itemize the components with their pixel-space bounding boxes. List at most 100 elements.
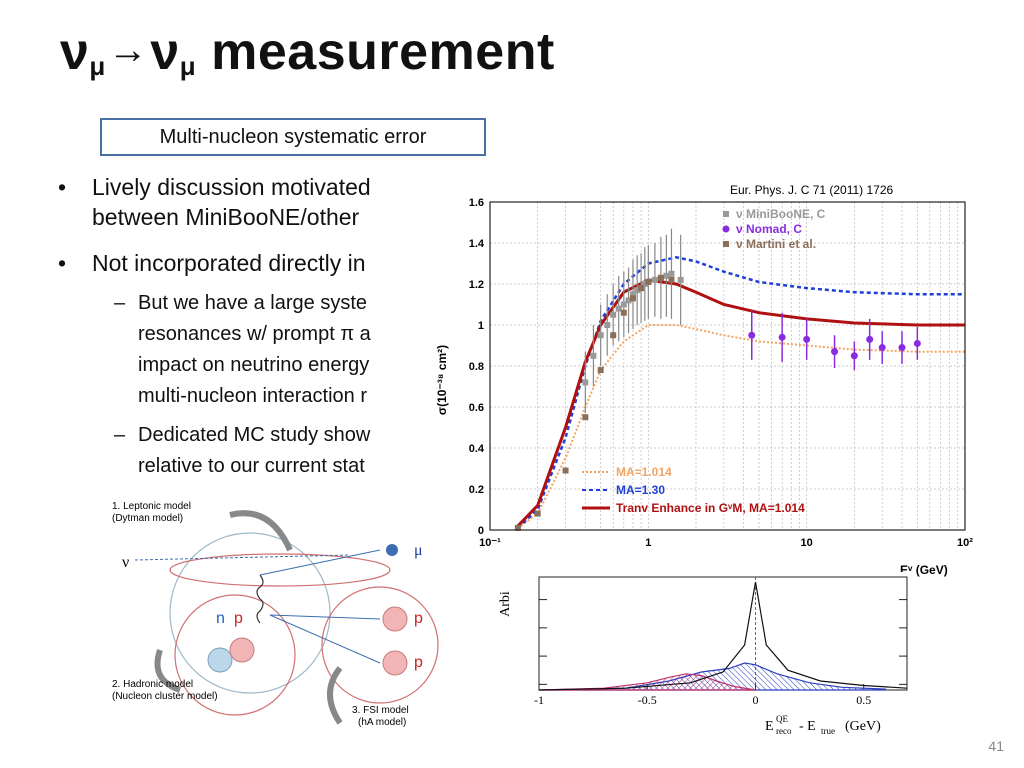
muon-marker	[386, 544, 398, 556]
legend-bottom: MA=1.014 MA=1.30 Tranv Enhance in GᵛM, MA=…	[582, 465, 805, 515]
miniboone-point	[582, 379, 589, 386]
subbullet-1-line-2: resonances w/ prompt π a	[138, 323, 371, 345]
resid-xlabel-sub2: true	[821, 726, 835, 736]
boson-wiggle	[256, 574, 264, 624]
title-mu-sub-1: μ	[89, 51, 106, 81]
miniboone-point	[629, 291, 636, 298]
neutrino-line	[134, 554, 351, 561]
legend-label: MA=1.014	[616, 465, 672, 479]
legend-label: Tranv Enhance in GᵛM, MA=1.014	[616, 501, 805, 515]
miniboone-point	[641, 281, 648, 287]
black-curve	[538, 581, 908, 691]
nu-label: ν	[122, 554, 129, 571]
miniboone-point	[610, 311, 617, 318]
legend-label: ν Martini et al.	[736, 237, 816, 251]
nomad-point	[850, 352, 858, 360]
x-tick-label: 10⁻¹	[479, 537, 501, 549]
series-line	[517, 324, 965, 529]
proton-circle	[229, 637, 255, 663]
resid-x-tick-label: 0	[752, 693, 758, 707]
miniboone-point	[663, 272, 670, 279]
nomad-point	[778, 333, 786, 341]
resid-plot: -1 -0.5 0 0.5	[534, 576, 908, 707]
slide-title: νμ→νμ measurement	[60, 22, 555, 82]
y-tick-label: 0.6	[469, 402, 484, 414]
subbullet-1-line-4: multi-nucleon interaction r	[138, 385, 367, 407]
leptonic-arrow	[229, 510, 293, 552]
miniboone-point	[620, 301, 627, 308]
title-arrow: →	[107, 28, 149, 72]
leptonic-label-1: 1. Leptonic model	[112, 501, 191, 512]
p-label: p	[234, 610, 243, 627]
subbullet-2-line-2: relative to our current stat	[138, 455, 365, 477]
hadronic-circle	[174, 594, 296, 716]
leptonic-label-2: (Dytman model)	[112, 513, 183, 524]
n-label: n	[216, 610, 225, 627]
legend-marker	[723, 211, 729, 217]
slide-number: 41	[988, 738, 1004, 754]
subbullet-2-line-1: Dedicated MC study show	[138, 424, 371, 446]
martini-point	[534, 510, 541, 517]
hadronic-arrow	[154, 649, 182, 693]
bullet-1-line-2: between MiniBooNE/other	[92, 204, 360, 230]
martini-point	[597, 367, 604, 374]
y-tick-label: 1.4	[469, 238, 485, 250]
fsi-label-2: (hA model)	[358, 717, 406, 728]
subbullet-1-line-1: But we have a large syste	[138, 292, 368, 314]
series-line	[516, 278, 965, 527]
resid-ylabel: Arbi	[498, 591, 513, 617]
y-tick-label: 0	[478, 525, 484, 537]
nomad-point	[748, 331, 756, 339]
miniboone-point	[634, 287, 641, 294]
miniboone-point	[604, 322, 611, 328]
resid-x-tick-label: 0.5	[856, 693, 871, 707]
resid-xlabel-sup: QE	[776, 714, 788, 724]
legend-marker	[722, 225, 730, 233]
bullet-marker: •	[58, 174, 67, 200]
legend-label: MA=1.30	[616, 483, 665, 497]
martini-point	[629, 295, 636, 302]
fsi-circle	[321, 586, 439, 704]
red-area	[538, 673, 756, 691]
legend-marker	[723, 241, 729, 247]
energy-resolution-chart: -1 -0.5 0 0.5 Arbi E QE reco - E true (GeV)	[495, 572, 915, 742]
chart-grid	[489, 201, 965, 531]
bullet-2-line-1: Not incorporated directly in	[92, 250, 366, 276]
resid-xlabel-part2: - E	[799, 719, 816, 734]
nomad-point	[898, 344, 906, 352]
resid-x-tick-label: -1	[534, 693, 544, 707]
nomad-point	[803, 335, 811, 343]
martini-point	[638, 285, 645, 292]
x-tick-label: 10²	[957, 537, 973, 549]
y-tick-label: 0.4	[469, 443, 485, 455]
miniboone-point	[590, 352, 597, 359]
muon-line	[259, 549, 381, 576]
interaction-model-diagram: 1. Leptonic model (Dytman model) ν μ n p…	[112, 501, 439, 728]
resid-x-tick-label: -0.5	[638, 693, 657, 707]
resid-xlabel-part1: E	[765, 719, 774, 734]
fsi-arrow	[327, 666, 343, 725]
bullet-marker: •	[58, 250, 67, 276]
martini-point	[657, 274, 664, 281]
martini-point	[562, 467, 569, 474]
fsi-proton-1	[382, 606, 408, 632]
nomad-point	[913, 339, 921, 347]
chart-series	[514, 228, 965, 531]
martini-point	[610, 332, 617, 339]
callout-box: Multi-nucleon systematic error	[100, 118, 486, 156]
resid-xlabel-sub: reco	[776, 726, 792, 736]
hadronic-label-1: 2. Hadronic model	[112, 679, 193, 690]
mu-label: μ	[414, 542, 423, 559]
martini-point	[514, 524, 521, 531]
nomad-point	[878, 344, 886, 352]
nomad-point	[831, 348, 839, 356]
miniboone-point	[677, 276, 684, 283]
legend-label: ν Nomad, C	[736, 222, 802, 236]
martini-point	[582, 414, 589, 421]
fsi-proton-2	[382, 650, 408, 676]
subbullet-marker: –	[114, 424, 126, 446]
miniboone-point	[625, 297, 632, 304]
hadronic-label-2: (Nucleon cluster model)	[112, 691, 218, 702]
martini-point	[645, 278, 652, 285]
y-tick-label: 0.2	[469, 484, 484, 496]
